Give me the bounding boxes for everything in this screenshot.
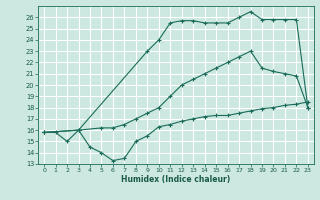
X-axis label: Humidex (Indice chaleur): Humidex (Indice chaleur) [121, 175, 231, 184]
